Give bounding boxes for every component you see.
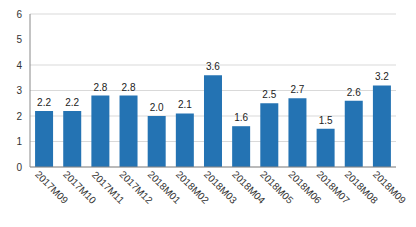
svg-text:2.7: 2.7 (290, 84, 304, 95)
svg-text:1.6: 1.6 (234, 112, 248, 123)
svg-text:2.8: 2.8 (122, 82, 136, 93)
svg-text:2018M07: 2018M07 (314, 168, 352, 206)
svg-text:2.6: 2.6 (347, 87, 361, 98)
svg-text:2.2: 2.2 (65, 97, 79, 108)
svg-text:2018M08: 2018M08 (342, 168, 380, 206)
svg-text:2017M10: 2017M10 (61, 168, 99, 206)
svg-text:2018M05: 2018M05 (258, 168, 296, 206)
svg-text:2.0: 2.0 (150, 102, 164, 113)
svg-text:3: 3 (16, 85, 22, 96)
svg-text:2.5: 2.5 (262, 89, 276, 100)
svg-text:2.8: 2.8 (93, 82, 107, 93)
svg-text:2018M06: 2018M06 (286, 168, 324, 206)
svg-text:2017M11: 2017M11 (89, 169, 127, 206)
svg-text:3.6: 3.6 (206, 61, 220, 72)
svg-text:2017M12: 2017M12 (117, 168, 155, 206)
svg-text:5: 5 (16, 34, 22, 45)
svg-text:2.2: 2.2 (37, 97, 51, 108)
svg-text:3.2: 3.2 (375, 71, 389, 82)
svg-text:2018M09: 2018M09 (371, 169, 408, 207)
svg-text:2018M01: 2018M01 (145, 168, 183, 206)
svg-text:2018M02: 2018M02 (173, 168, 211, 206)
svg-text:1.5: 1.5 (319, 115, 333, 126)
svg-text:2018M03: 2018M03 (201, 168, 240, 206)
svg-text:2018M04: 2018M04 (230, 168, 268, 206)
svg-text:4: 4 (16, 60, 22, 71)
svg-text:0: 0 (16, 162, 22, 173)
svg-text:2017M09: 2017M09 (33, 168, 71, 206)
svg-text:2: 2 (16, 111, 22, 122)
svg-text:2.1: 2.1 (178, 99, 192, 110)
svg-text:6: 6 (16, 9, 22, 20)
svg-text:1: 1 (16, 136, 22, 147)
